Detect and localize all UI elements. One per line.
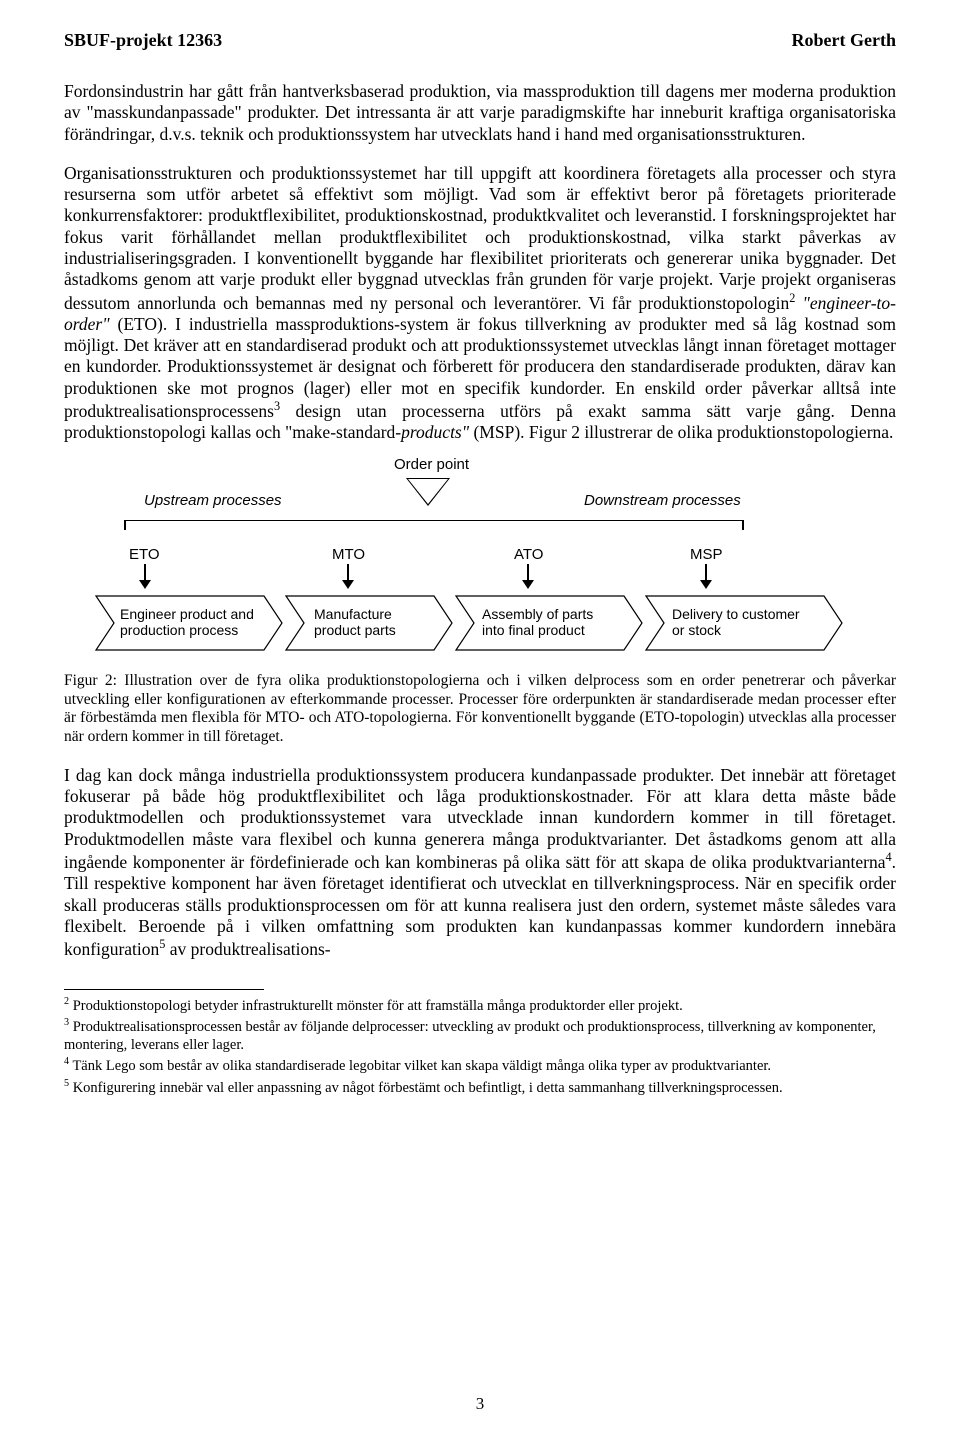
label-eto: ETO: [129, 546, 160, 563]
footnote-5: 5 Konfigurering innebär val eller anpass…: [64, 1078, 896, 1098]
order-point-triangle-icon: [406, 478, 450, 506]
label-order-point: Order point: [394, 456, 469, 473]
paragraph-1: Fordonsindustrin har gått från hantverks…: [64, 81, 896, 145]
paragraph-2: Organisationsstrukturen och produktionss…: [64, 163, 896, 444]
arrow-eto-head-icon: [139, 580, 151, 589]
label-msp: MSP: [690, 546, 723, 563]
label-mto: MTO: [332, 546, 365, 563]
chevron-box-4: Delivery to customer or stock: [644, 594, 844, 652]
figure-2-diagram: Order point Upstream processes Downstrea…: [64, 456, 896, 666]
page-number: 3: [0, 1394, 960, 1414]
page-header: SBUF-projekt 12363 Robert Gerth: [64, 30, 896, 51]
page: SBUF-projekt 12363 Robert Gerth Fordonsi…: [0, 0, 960, 1432]
chevron-box-2: Manufacture product parts: [284, 594, 454, 652]
footnote-2: 2 Produktionstopologi betyder infrastruk…: [64, 996, 896, 1016]
right-tick: [742, 520, 744, 530]
chevron-box-3: Assembly of parts into final product: [454, 594, 644, 652]
footnote-4: 4 Tänk Lego som består av olika standard…: [64, 1056, 896, 1076]
footnote-rule: [64, 989, 264, 990]
arrow-ato-head-icon: [522, 580, 534, 589]
footnote-3: 3 Produktrealisationsprocessen består av…: [64, 1017, 896, 1054]
footnotes: 2 Produktionstopologi betyder infrastruk…: [64, 989, 896, 1098]
header-left: SBUF-projekt 12363: [64, 30, 222, 51]
label-upstream: Upstream processes: [144, 492, 282, 509]
header-right: Robert Gerth: [792, 30, 896, 51]
arrow-mto-head-icon: [342, 580, 354, 589]
label-ato: ATO: [514, 546, 543, 563]
paragraph-3: I dag kan dock många industriella produk…: [64, 765, 896, 961]
chevron-box-1: Engineer product and production process: [94, 594, 284, 652]
left-tick: [124, 520, 126, 530]
horizontal-line: [124, 520, 744, 522]
label-downstream: Downstream processes: [584, 492, 741, 509]
arrow-msp-head-icon: [700, 580, 712, 589]
figure-2-caption: Figur 2: Illustration over de fyra olika…: [64, 672, 896, 748]
